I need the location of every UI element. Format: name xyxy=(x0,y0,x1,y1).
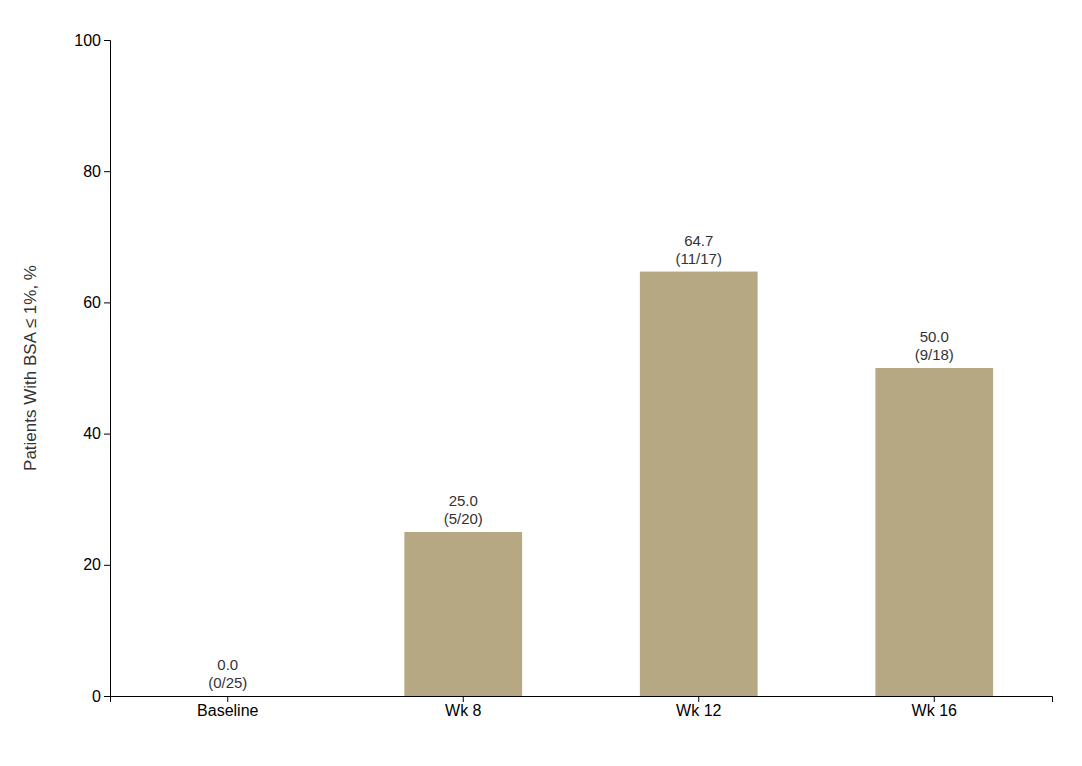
data-label-line: (0/25) xyxy=(208,674,247,691)
tick: 100 xyxy=(74,32,110,49)
data-label-line: 0.0 xyxy=(217,656,238,673)
data-label: 64.7(11/17) xyxy=(676,232,722,267)
axis-line xyxy=(111,697,1053,703)
tick: Baseline xyxy=(197,696,258,719)
chart-container: 0 20 40 60 80 100 Baseline Wk 8 Wk 12 Wk 16 0.0(0/… xyxy=(0,0,1082,766)
tick-label: 80 xyxy=(83,163,101,180)
bar xyxy=(404,532,522,696)
tick-mark xyxy=(104,302,110,303)
bar xyxy=(169,696,287,697)
tick-label: Wk 12 xyxy=(676,702,721,719)
tick-mark xyxy=(227,696,228,702)
data-label-line: (11/17) xyxy=(676,250,722,267)
tick: Wk 12 xyxy=(676,696,721,719)
tick-label: Wk 16 xyxy=(912,702,957,719)
tick: 60 xyxy=(83,294,110,311)
data-label: 50.0(9/18) xyxy=(915,328,954,363)
data-label-line: 50.0 xyxy=(920,328,949,345)
bar xyxy=(640,272,758,696)
tick-mark xyxy=(463,696,464,702)
chart: 0 20 40 60 80 100 Baseline Wk 8 Wk 12 Wk 16 0.0(0/… xyxy=(0,0,1082,766)
tick-mark xyxy=(104,696,110,697)
tick-mark xyxy=(934,696,935,702)
tick: 80 xyxy=(83,163,110,180)
tick: 0 xyxy=(92,688,110,705)
axis-line xyxy=(104,41,111,697)
bar xyxy=(875,368,993,696)
tick-mark xyxy=(104,40,110,41)
tick: 20 xyxy=(83,556,110,573)
tick-mark xyxy=(104,171,110,172)
tick-label: 0 xyxy=(92,688,101,705)
tick-label: Wk 8 xyxy=(445,702,482,719)
plot: 0 20 40 60 80 100 Baseline Wk 8 Wk 12 Wk 16 0.0(0/… xyxy=(74,32,1052,720)
data-label: 0.0(0/25) xyxy=(208,656,247,691)
data-label-line: 64.7 xyxy=(684,232,713,249)
tick-mark xyxy=(104,565,110,566)
tick: 40 xyxy=(83,425,110,442)
data-label: 25.0(5/20) xyxy=(444,492,483,527)
y-axis: 0 20 40 60 80 100 xyxy=(74,32,110,705)
y-axis-title: Patients With BSA ≤ 1%, % xyxy=(21,265,40,471)
tick-label: 60 xyxy=(83,294,101,311)
tick-mark xyxy=(104,434,110,435)
tick-label: 100 xyxy=(74,32,101,49)
data-label-line: (9/18) xyxy=(915,346,954,363)
tick-label: Baseline xyxy=(197,702,258,719)
x-axis: Baseline Wk 8 Wk 12 Wk 16 xyxy=(111,696,1053,719)
data-label-line: (5/20) xyxy=(444,510,483,527)
tick-label: 40 xyxy=(83,425,101,442)
data-label-line: 25.0 xyxy=(449,492,478,509)
tick-label: 20 xyxy=(83,556,101,573)
data-labels: 0.0(0/25) 25.0(5/20) 64.7(11/17) 50.0(9/18) xyxy=(208,232,954,691)
bars xyxy=(404,272,993,696)
tick-mark xyxy=(698,696,699,702)
tick: Wk 16 xyxy=(912,696,957,719)
tick: Wk 8 xyxy=(445,696,482,719)
